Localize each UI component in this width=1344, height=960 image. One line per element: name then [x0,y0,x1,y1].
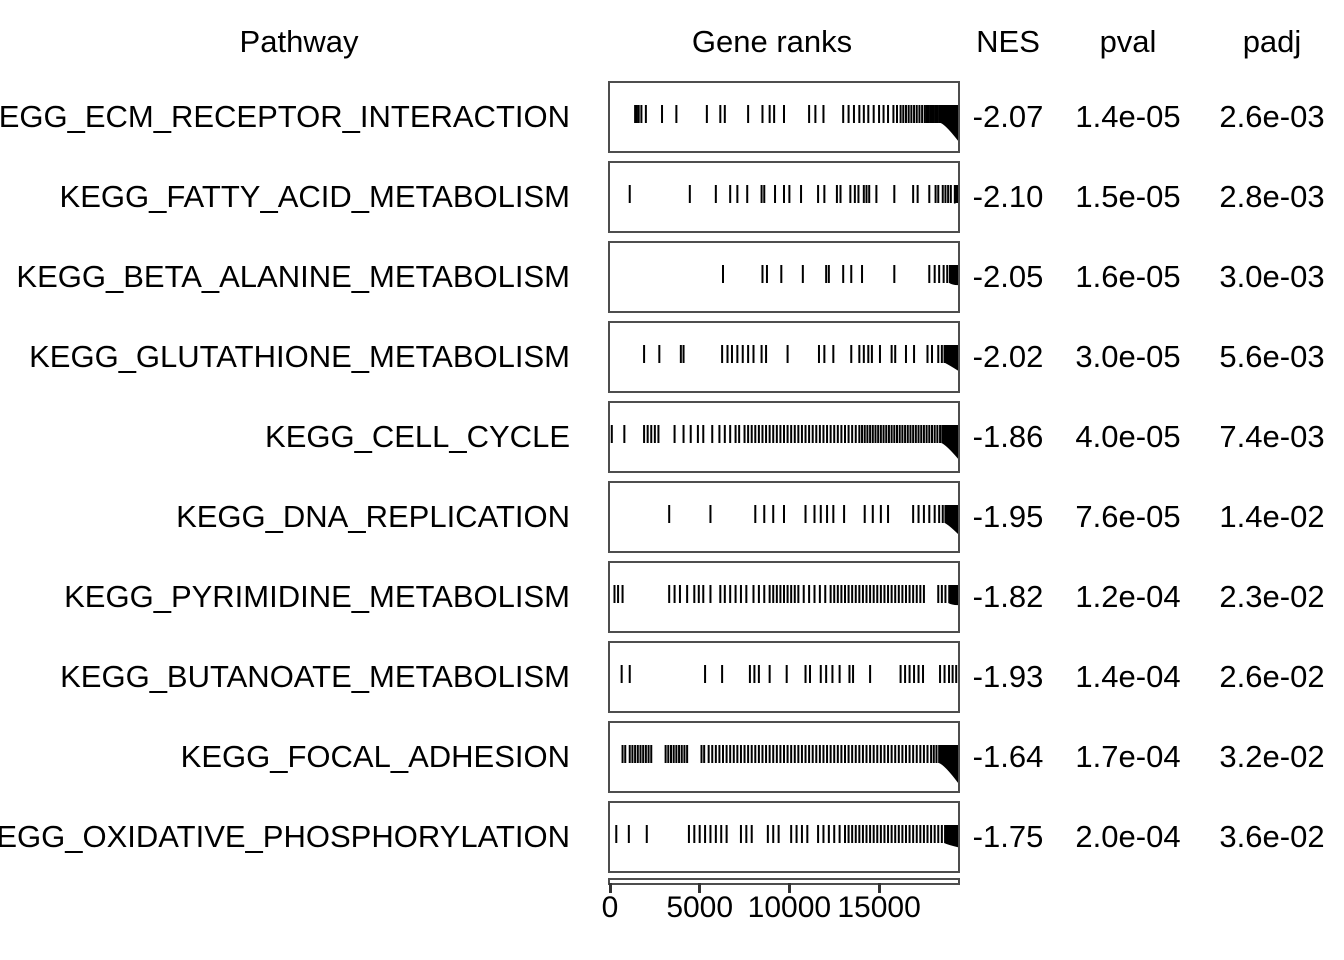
axis-tick-mark [787,883,791,893]
pval-value: 1.4e-05 [1075,99,1181,134]
rank-axis-bar [608,878,960,885]
axis-tick-mark [698,883,702,893]
axis-tick-label: 15000 [837,891,921,924]
nes-value: -1.75 [972,819,1044,854]
pathway-name: KEGG_GLUTATHIONE_METABOLISM [29,339,570,374]
pathway-name: KEGG_PYRIMIDINE_METABOLISM [64,579,570,614]
padj-value: 5.6e-03 [1219,339,1325,374]
nes-value: -2.10 [972,179,1044,214]
axis-tick-label: 10000 [747,891,832,924]
pval-value: 4.0e-05 [1075,419,1181,454]
axis-tick-mark [608,883,612,893]
gene-ranks-plot [608,81,960,153]
pval-value: 1.5e-05 [1075,179,1181,214]
pathway-row: KEGG_BETA_ALANINE_METABOLISM -2.05 1.6e-… [0,241,1344,321]
nes-value: -2.05 [972,259,1044,294]
padj-value: 7.4e-03 [1219,419,1325,454]
gene-ranks-plot [608,161,960,233]
pathway-name: KEGG_ECM_RECEPTOR_INTERACTION [0,99,570,134]
pathway-row: KEGG_FATTY_ACID_METABOLISM -2.10 1.5e-05… [0,161,1344,241]
padj-value: 2.8e-03 [1219,179,1325,214]
pval-value: 7.6e-05 [1075,499,1181,534]
nes-value: -1.86 [972,419,1044,454]
pathway-row: KEGG_FOCAL_ADHESION -1.64 1.7e-04 3.2e-0… [0,721,1344,801]
pathway-row: KEGG_OXIDATIVE_PHOSPHORYLATION -1.75 2.0… [0,801,1344,881]
column-header-gene-ranks: Gene ranks [691,24,853,59]
pathway-row: KEGG_GLUTATHIONE_METABOLISM -2.02 3.0e-0… [0,321,1344,401]
axis-tick-label: 0 [601,891,619,924]
pathway-row: KEGG_PYRIMIDINE_METABOLISM -1.82 1.2e-04… [0,561,1344,641]
gene-ranks-plot [608,481,960,553]
padj-value: 3.0e-03 [1219,259,1325,294]
gene-ranks-plot [608,561,960,633]
pathway-name: KEGG_FOCAL_ADHESION [180,739,570,774]
padj-value: 3.2e-02 [1219,739,1325,774]
padj-value: 2.6e-03 [1219,99,1325,134]
pval-value: 3.0e-05 [1075,339,1181,374]
nes-value: -1.82 [972,579,1044,614]
pathway-row: KEGG_ECM_RECEPTOR_INTERACTION -2.07 1.4e… [0,81,1344,161]
gene-ranks-plot [608,801,960,873]
column-header-nes: NES [976,24,1040,59]
nes-value: -1.95 [972,499,1044,534]
pathway-row: KEGG_DNA_REPLICATION -1.95 7.6e-05 1.4e-… [0,481,1344,561]
axis-tick-mark [877,883,881,893]
column-header-padj: padj [1242,24,1302,59]
nes-value: -2.02 [972,339,1044,374]
padj-value: 2.3e-02 [1219,579,1325,614]
pathway-name: KEGG_BETA_ALANINE_METABOLISM [16,259,570,294]
nes-value: -1.93 [972,659,1044,694]
padj-value: 2.6e-02 [1219,659,1325,694]
rank-axis: 0 5000 10000 15000 [602,878,960,928]
pval-value: 1.6e-05 [1075,259,1181,294]
axis-tick-label: 5000 [666,891,734,924]
gene-ranks-plot [608,401,960,473]
nes-value: -2.07 [972,99,1044,134]
gene-ranks-plot [608,641,960,713]
gene-ranks-plot [608,321,960,393]
pval-value: 2.0e-04 [1075,819,1181,854]
nes-value: -1.64 [972,739,1044,774]
gene-ranks-plot [608,721,960,793]
padj-value: 1.4e-02 [1219,499,1325,534]
pathway-row: KEGG_BUTANOATE_METABOLISM -1.93 1.4e-04 … [0,641,1344,721]
gene-ranks-plot [608,241,960,313]
pathway-name: KEGG_CELL_CYCLE [265,419,570,454]
column-header-pathway: Pathway [239,24,359,59]
pval-value: 1.2e-04 [1075,579,1181,614]
pathway-name: KEGG_BUTANOATE_METABOLISM [60,659,570,694]
pathway-name: KEGG_OXIDATIVE_PHOSPHORYLATION [0,819,570,854]
pval-value: 1.7e-04 [1075,739,1181,774]
pathway-name: KEGG_FATTY_ACID_METABOLISM [59,179,570,214]
pathway-name: KEGG_DNA_REPLICATION [176,499,570,534]
padj-value: 3.6e-02 [1219,819,1325,854]
column-header-pval: pval [1099,24,1157,59]
pval-value: 1.4e-04 [1075,659,1181,694]
pathway-row: KEGG_CELL_CYCLE -1.86 4.0e-05 7.4e-03 [0,401,1344,481]
